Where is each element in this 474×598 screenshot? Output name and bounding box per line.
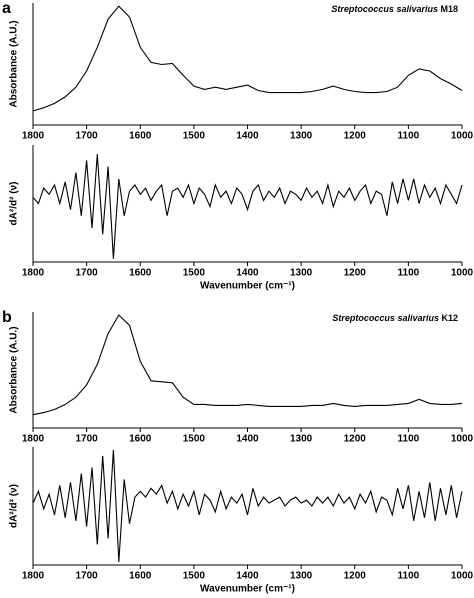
x-tick-label: 1600	[129, 268, 152, 279]
species-name: Streptococcus salivarius	[332, 313, 439, 323]
x-tick-label: 1400	[236, 434, 259, 445]
x-tick-label: 1500	[183, 434, 206, 445]
x-tick-label: 1500	[183, 268, 206, 279]
x-tick-label: 1800	[22, 131, 45, 142]
x-tick-label: 1300	[290, 571, 313, 582]
x-tick-label: 1800	[22, 434, 45, 445]
y-axis-label: Absorbance (A.U.)	[9, 326, 20, 413]
x-tick-label: 1200	[344, 434, 367, 445]
x-axis-label: Wavenumber (cm⁻¹)	[200, 584, 295, 595]
x-tick-label: 1800	[22, 268, 45, 279]
x-tick-label: 1300	[290, 268, 313, 279]
x-axis-label: Wavenumber (cm⁻¹)	[200, 281, 295, 292]
x-tick-label: 1500	[183, 571, 206, 582]
x-tick-label: 1000	[451, 131, 474, 142]
species-name: Streptococcus salivarius	[331, 4, 438, 14]
spectrum-line	[32, 314, 463, 416]
spectrum-line	[32, 5, 463, 112]
panel-label: b	[2, 309, 12, 326]
x-tick-label: 1400	[236, 571, 259, 582]
x-tick-label: 1000	[451, 268, 474, 279]
x-tick-label: 1300	[290, 131, 313, 142]
panel-title: Streptococcus salivarius K12	[332, 313, 458, 323]
x-tick-label: 1400	[236, 268, 259, 279]
spectrum-line	[32, 449, 463, 563]
y-axis-label: dA²/d² (ν)	[9, 182, 20, 226]
x-tick-label: 1000	[451, 571, 474, 582]
x-tick-label: 1100	[398, 268, 420, 279]
x-tick-label: 1700	[76, 131, 99, 142]
x-tick-label: 1600	[129, 571, 152, 582]
x-tick-label: 1300	[290, 434, 313, 445]
spectrum-line	[32, 154, 463, 259]
x-tick-label: 1600	[129, 131, 152, 142]
x-tick-label: 1200	[344, 131, 367, 142]
x-tick-label: 1000	[451, 434, 474, 445]
x-tick-label: 1500	[183, 131, 206, 142]
y-axis-label: Absorbance (A.U.)	[9, 20, 20, 107]
panel-title: Streptococcus salivarius M18	[331, 4, 458, 14]
x-tick-label: 1200	[344, 571, 367, 582]
strain-name: M18	[440, 4, 458, 14]
strain-name: K12	[441, 313, 458, 323]
panel-label: a	[2, 0, 11, 17]
x-tick-label: 1700	[76, 571, 99, 582]
x-tick-label: 1800	[22, 571, 45, 582]
x-tick-label: 1700	[76, 434, 99, 445]
x-tick-label: 1100	[398, 571, 420, 582]
x-tick-label: 1100	[398, 434, 420, 445]
x-tick-label: 1600	[129, 434, 152, 445]
x-tick-label: 1200	[344, 268, 367, 279]
x-tick-label: 1100	[398, 131, 420, 142]
x-tick-label: 1700	[76, 268, 99, 279]
x-tick-label: 1400	[236, 131, 259, 142]
y-axis-label: dA²/d² (ν)	[9, 484, 20, 528]
